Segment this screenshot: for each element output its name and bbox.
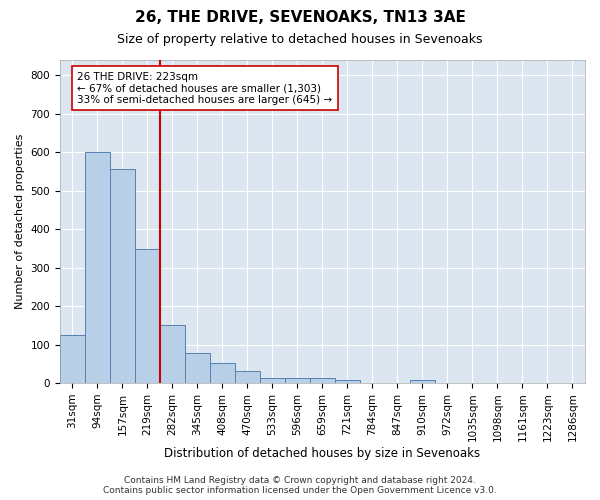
Bar: [160, 326, 185, 383]
Bar: [60, 335, 85, 383]
Bar: [260, 378, 285, 383]
Bar: [285, 378, 310, 383]
Text: Contains HM Land Registry data © Crown copyright and database right 2024.
Contai: Contains HM Land Registry data © Crown c…: [103, 476, 497, 495]
Text: 26, THE DRIVE, SEVENOAKS, TN13 3AE: 26, THE DRIVE, SEVENOAKS, TN13 3AE: [134, 10, 466, 25]
Bar: [235, 372, 260, 383]
X-axis label: Distribution of detached houses by size in Sevenoaks: Distribution of detached houses by size …: [164, 447, 481, 460]
Bar: [135, 249, 160, 383]
Text: 26 THE DRIVE: 223sqm
← 67% of detached houses are smaller (1,303)
33% of semi-de: 26 THE DRIVE: 223sqm ← 67% of detached h…: [77, 72, 332, 104]
Bar: [335, 380, 360, 383]
Bar: [110, 169, 135, 383]
Bar: [410, 380, 435, 383]
Bar: [310, 378, 335, 383]
Y-axis label: Number of detached properties: Number of detached properties: [15, 134, 25, 309]
Bar: [185, 354, 210, 383]
Bar: [85, 152, 110, 383]
Bar: [210, 363, 235, 383]
Text: Size of property relative to detached houses in Sevenoaks: Size of property relative to detached ho…: [117, 32, 483, 46]
